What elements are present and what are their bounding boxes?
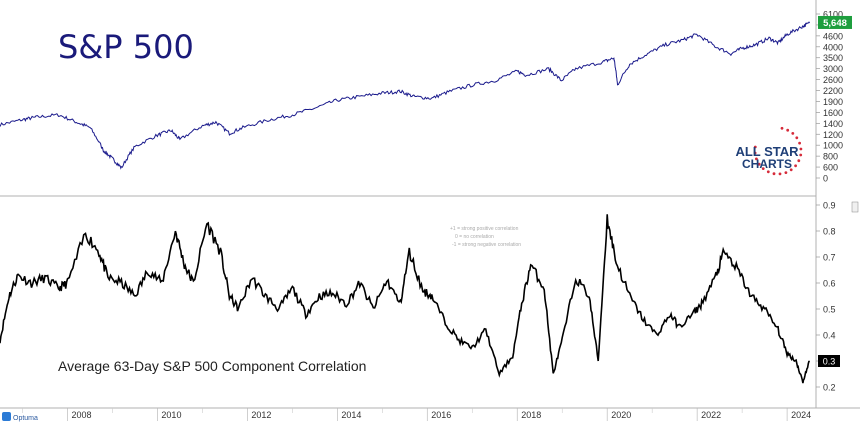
star-arc-icon <box>753 126 803 176</box>
top-y-tick-label: 4000 <box>823 42 843 52</box>
correlation-line <box>0 214 811 384</box>
star-dot <box>786 128 790 132</box>
last-price-label: 5,648 <box>823 18 847 29</box>
note-negative: -1 = strong negative correlation <box>452 242 521 248</box>
correlation-panel: 0.90.80.70.60.50.40.30.20.3 <box>0 201 840 393</box>
last-correlation-badge <box>818 355 840 367</box>
star-dot <box>755 157 758 161</box>
optuma-label: Optuma <box>13 415 38 422</box>
top-y-tick-label: 3500 <box>823 53 843 63</box>
star-dot <box>753 145 757 149</box>
sp500-price-line <box>0 21 811 170</box>
x-tick-label: 2016 <box>431 410 451 420</box>
x-tick-label: 2014 <box>341 410 361 420</box>
x-tick-label: 2010 <box>161 410 181 420</box>
star-dot <box>791 132 795 135</box>
optuma-icon <box>2 412 11 421</box>
note-positive: +1 = strong positive correlation <box>450 226 519 232</box>
star-dot <box>795 136 799 140</box>
bottom-y-tick-label: 0.7 <box>823 253 836 263</box>
bottom-y-tick-label: 0.9 <box>823 201 836 211</box>
top-y-tick-label: 6100 <box>823 10 843 20</box>
top-y-tick-label: 1200 <box>823 130 843 140</box>
bottom-y-tick-label: 0.5 <box>823 305 836 315</box>
top-y-tick-label: 3000 <box>823 64 843 74</box>
last-correlation-label: 0.3 <box>823 357 836 367</box>
star-dot <box>789 168 793 172</box>
x-axis: 2008 2010 2012 2014 2016 2018 2020 2022 2024 <box>22 408 811 421</box>
correlation-title: Average 63-Day S&P 500 Component Correla… <box>58 358 366 374</box>
optuma-footer: Optuma <box>2 412 38 422</box>
x-tick-label: 2008 <box>71 410 91 420</box>
x-tick-label: 2022 <box>701 410 721 420</box>
top-y-tick-label: 1000 <box>823 141 843 151</box>
star-dot <box>784 171 788 175</box>
top-y-tick-label: 1400 <box>823 119 843 129</box>
brand-line-1: ALL STAR <box>735 144 799 159</box>
top-y-tick-label: 800 <box>823 152 838 162</box>
star-dot <box>794 164 797 168</box>
top-y-tick-label: 2600 <box>823 75 843 85</box>
bottom-y-tick-label: 0.6 <box>823 279 836 289</box>
top-y-tick-label: 4600 <box>823 31 843 41</box>
top-y-tick-label: 2200 <box>823 86 843 96</box>
star-dot <box>799 153 803 157</box>
top-y-tick-label: 1900 <box>823 97 843 107</box>
star-dot <box>780 126 784 130</box>
note-zero: 0 = no correlation <box>455 234 494 240</box>
bottom-y-tick-label: 0.2 <box>823 383 836 393</box>
star-dot <box>778 172 782 176</box>
x-tick-label: 2012 <box>251 410 271 420</box>
top-y-tick-label: 0 <box>823 174 828 184</box>
collapse-handle[interactable] <box>851 201 859 213</box>
star-dot <box>798 141 801 145</box>
bottom-y-tick-label: 0.4 <box>823 331 836 341</box>
star-dot <box>766 170 770 174</box>
star-dot <box>799 147 803 151</box>
sp500-title: S&P 500 <box>58 28 194 66</box>
top-y-tick-label: 600 <box>823 163 838 173</box>
star-dot <box>753 151 757 155</box>
bottom-y-tick-label: 0.8 <box>823 227 836 237</box>
star-dot <box>757 162 761 166</box>
x-tick-label: 2020 <box>611 410 631 420</box>
brand-line-2: CHARTS <box>742 157 792 171</box>
top-y-tick-label: 1600 <box>823 108 843 118</box>
all-star-charts-logo: ALL STAR CHARTS <box>735 126 803 176</box>
sp500-price-panel: 6100510046004000350030002600220019001600… <box>0 10 852 184</box>
last-price-badge <box>818 15 852 29</box>
x-tick-label: 2024 <box>791 410 811 420</box>
star-dot <box>797 159 801 163</box>
star-dot <box>772 172 776 176</box>
star-dot <box>761 167 765 171</box>
x-tick-label: 2018 <box>521 410 541 420</box>
